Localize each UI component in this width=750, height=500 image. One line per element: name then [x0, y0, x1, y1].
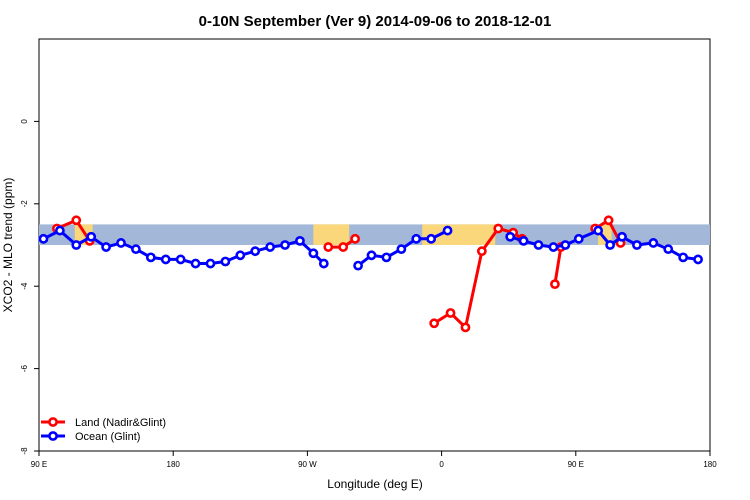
- data-point: [493, 223, 504, 234]
- data-point: [505, 231, 516, 242]
- data-point: [54, 225, 65, 236]
- data-point: [476, 246, 487, 257]
- data-point: [381, 252, 392, 263]
- data-point: [605, 240, 615, 250]
- legend-label: Land (Nadir&Glint): [75, 417, 166, 429]
- data-point: [426, 233, 437, 244]
- data-point: [250, 246, 261, 257]
- data-point: [560, 240, 571, 250]
- data-point: [350, 233, 361, 244]
- data-point: [442, 225, 453, 236]
- data-point: [366, 250, 377, 261]
- data-point: [603, 215, 614, 226]
- land-band-segment: [422, 224, 496, 245]
- legend-marker: [48, 417, 58, 427]
- data-point: [323, 242, 334, 252]
- data-point: [550, 279, 560, 290]
- data-point: [318, 258, 329, 269]
- x-tick-label: 90 E: [568, 460, 584, 469]
- data-point: [573, 233, 584, 244]
- data-point: [593, 225, 604, 236]
- data-point: [86, 231, 97, 242]
- y-tick-label: -6: [20, 364, 29, 372]
- y-axis-label: XCO2 - MLO trend (ppm): [1, 178, 15, 313]
- x-tick-label: 180: [167, 460, 181, 469]
- data-point: [663, 244, 674, 255]
- y-tick-label: -2: [20, 200, 29, 208]
- data-point: [617, 231, 627, 242]
- data-point: [533, 240, 544, 250]
- data-point: [71, 215, 82, 226]
- legend-marker: [48, 431, 58, 441]
- data-point: [38, 233, 49, 244]
- x-tick-label: 90 E: [31, 460, 47, 469]
- series-layer: [38, 215, 703, 333]
- data-point: [265, 242, 276, 252]
- data-point: [71, 240, 82, 250]
- y-axis: 0 -2 -4 -6 -8: [20, 119, 39, 455]
- data-point: [220, 256, 231, 267]
- data-point: [160, 254, 171, 265]
- legend-label: Ocean (Glint): [75, 431, 140, 443]
- data-point: [396, 244, 407, 255]
- data-point: [205, 258, 216, 269]
- y-tick-label: 0: [20, 119, 29, 124]
- data-point: [518, 235, 529, 246]
- data-point: [353, 260, 363, 271]
- data-point: [145, 252, 156, 263]
- x-tick-label: 0: [439, 460, 444, 469]
- data-point: [445, 308, 456, 318]
- data-point: [175, 254, 186, 265]
- land-band-segment: [313, 224, 350, 245]
- series-line: [553, 246, 563, 285]
- data-point: [678, 252, 689, 263]
- data-point: [190, 258, 201, 269]
- x-axis-label: Longitude (deg E): [327, 477, 422, 491]
- x-tick-label: 90 W: [298, 460, 317, 469]
- data-point: [116, 238, 126, 248]
- data-point: [693, 254, 703, 265]
- y-tick-label: -8: [20, 447, 29, 455]
- data-point: [548, 242, 559, 252]
- data-point: [632, 240, 642, 250]
- data-point: [280, 240, 290, 250]
- data-point: [235, 250, 246, 261]
- x-tick-label: 180: [703, 460, 717, 469]
- chart-title: 0-10N September (Ver 9) 2014-09-06 to 20…: [199, 13, 552, 30]
- legend: Land (Nadir&Glint) Ocean (Glint): [41, 417, 166, 443]
- data-point: [648, 238, 659, 248]
- data-point: [101, 242, 111, 252]
- data-point: [429, 318, 440, 329]
- x-axis: 90 E 180 90 W 0 90 E 180: [31, 451, 717, 469]
- data-point: [295, 235, 305, 246]
- data-point: [460, 322, 471, 333]
- data-point: [411, 233, 422, 244]
- data-point: [308, 248, 319, 259]
- data-point: [131, 244, 141, 255]
- ocean-band: [39, 224, 710, 245]
- data-point: [338, 242, 349, 252]
- series-ocean: [38, 225, 703, 271]
- y-tick-label: -4: [20, 282, 29, 290]
